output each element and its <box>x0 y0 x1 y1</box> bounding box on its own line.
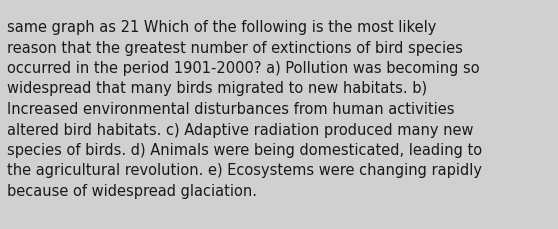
Text: widespread that many birds migrated to new habitats. b): widespread that many birds migrated to n… <box>7 81 427 96</box>
Text: occurred in the period 1901-2000? a) Pollution was becoming so: occurred in the period 1901-2000? a) Pol… <box>7 61 480 76</box>
Text: altered bird habitats. c) Adaptive radiation produced many new: altered bird habitats. c) Adaptive radia… <box>7 122 474 137</box>
Text: Increased environmental disturbances from human activities: Increased environmental disturbances fro… <box>7 101 455 117</box>
Text: the agricultural revolution. e) Ecosystems were changing rapidly: the agricultural revolution. e) Ecosyste… <box>7 163 482 178</box>
Text: reason that the greatest number of extinctions of bird species: reason that the greatest number of extin… <box>7 40 463 55</box>
Text: same graph as 21 Which of the following is the most likely: same graph as 21 Which of the following … <box>7 20 436 35</box>
Text: species of birds. d) Animals were being domesticated, leading to: species of birds. d) Animals were being … <box>7 142 482 157</box>
Text: because of widespread glaciation.: because of widespread glaciation. <box>7 183 257 198</box>
